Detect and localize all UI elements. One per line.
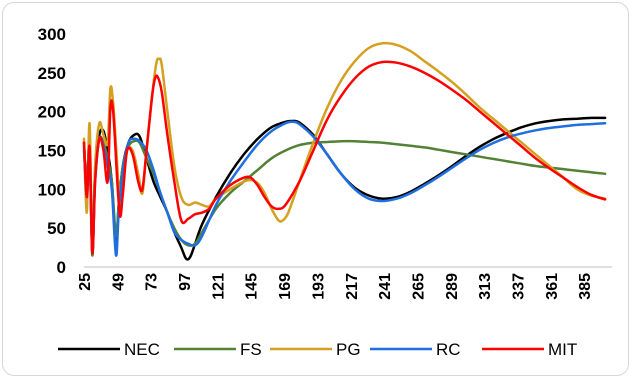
x-tick-label: 145 <box>244 273 261 300</box>
series-line-rc <box>82 120 607 257</box>
x-tick-label: 121 <box>210 273 227 300</box>
legend-label-nec: NEC <box>124 340 160 359</box>
x-tick-label: 313 <box>477 273 494 300</box>
y-tick-label: 200 <box>38 103 66 122</box>
x-tick-label: 337 <box>511 273 528 300</box>
x-tick-label: 385 <box>577 273 594 300</box>
x-tick-label: 169 <box>277 273 294 300</box>
series-line-nec <box>82 116 607 261</box>
legend-label-pg: PG <box>336 340 361 359</box>
chart-frame <box>2 2 629 376</box>
series-lines <box>82 41 607 261</box>
x-tick-label: 265 <box>410 273 427 300</box>
y-tick-label: 300 <box>38 25 66 44</box>
y-tick-label: 250 <box>38 64 66 83</box>
x-tick-label: 217 <box>344 273 361 300</box>
y-tick-label: 50 <box>47 219 66 238</box>
x-tick-label: 193 <box>310 273 327 300</box>
legend-label-rc: RC <box>436 340 461 359</box>
x-tick-label: 361 <box>544 273 561 300</box>
y-tick-label: 0 <box>57 258 66 277</box>
legend-label-mit: MIT <box>548 340 577 359</box>
x-tick-label: 73 <box>144 273 161 291</box>
y-tick-label: 100 <box>38 180 66 199</box>
y-tick-label: 150 <box>38 142 66 161</box>
series-line-mit <box>82 60 607 255</box>
x-tick-label: 289 <box>444 273 461 300</box>
x-tick-label: 97 <box>177 273 194 291</box>
x-tick-label: 49 <box>110 273 127 291</box>
legend-label-fs: FS <box>240 340 262 359</box>
x-tick-label: 241 <box>377 273 394 300</box>
series-line-pg <box>82 41 607 253</box>
y-axis-ticks: 0 50 100 150 200 250 300 <box>38 25 66 277</box>
x-tick-label: 25 <box>77 273 94 291</box>
legend: NEC FS PG RC MIT <box>58 340 577 359</box>
x-axis-ticks: 25 49 73 97 121 145 169 193 217 241 265 289 313 337 36… <box>77 273 594 300</box>
